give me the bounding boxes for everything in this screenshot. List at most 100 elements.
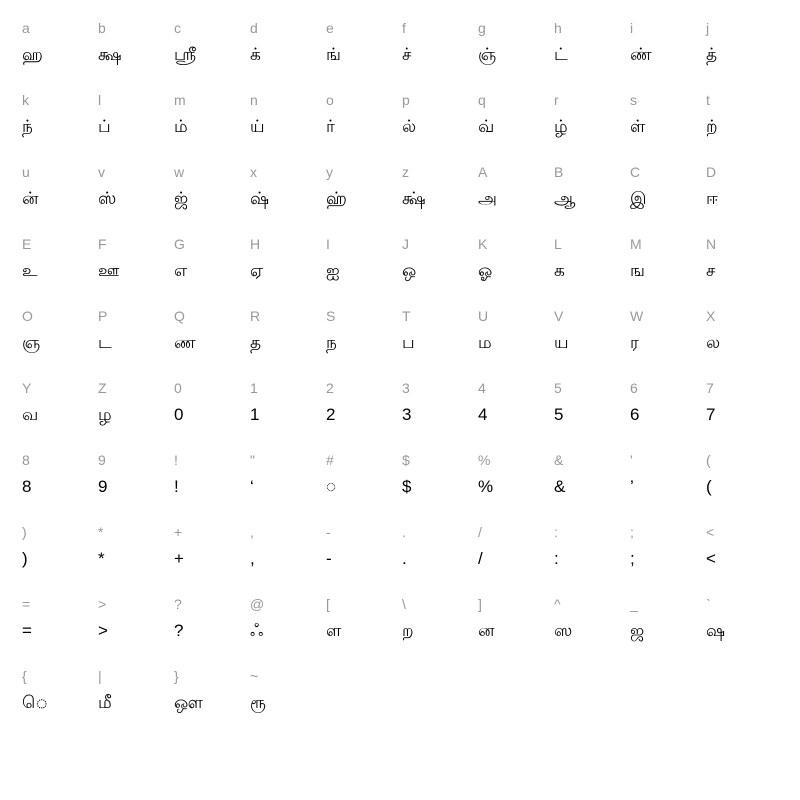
- glyph-label: ல: [706, 333, 720, 353]
- glyph-cell: @ஃ: [248, 596, 324, 656]
- glyph-label: ஃ: [250, 621, 263, 641]
- glyph-cell: Vய: [552, 308, 628, 368]
- glyph-label: எ: [174, 261, 187, 281]
- key-label: 2: [326, 380, 334, 397]
- glyph-label: ஸ: [554, 621, 572, 641]
- glyph-label: +: [174, 549, 184, 569]
- glyph-cell: kந்: [20, 92, 96, 152]
- key-label: e: [326, 20, 334, 37]
- glyph-cell: Eஉ: [20, 236, 96, 296]
- glyph-label: .: [402, 549, 407, 569]
- glyph-cell: Xல: [704, 308, 780, 368]
- glyph-label: ந: [326, 333, 337, 353]
- glyph-cell: mம்: [172, 92, 248, 152]
- glyph-label: க்ஷ்: [402, 189, 426, 209]
- key-label: O: [22, 308, 33, 325]
- glyph-label: ங்: [326, 45, 341, 65]
- key-label: !: [174, 452, 178, 469]
- glyph-cell: **: [96, 524, 172, 584]
- glyph-cell: e ங்: [324, 20, 400, 80]
- glyph-cell: [ள: [324, 596, 400, 656]
- glyph-label: ம: [478, 333, 492, 353]
- key-label: &: [554, 452, 563, 469]
- glyph-cell: ;;: [628, 524, 704, 584]
- key-label: F: [98, 236, 107, 253]
- glyph-label: ): [22, 549, 28, 569]
- glyph-label: -: [326, 549, 332, 569]
- glyph-cell: '’: [628, 452, 704, 512]
- key-label: p: [402, 92, 410, 109]
- key-label: M: [630, 236, 642, 253]
- glyph-cell: Bஆ: [552, 164, 628, 224]
- key-label: ]: [478, 596, 482, 613]
- glyph-cell: 22: [324, 380, 400, 440]
- glyph-label: ஊ: [98, 261, 119, 281]
- glyph-label: த்: [706, 45, 717, 65]
- key-label: I: [326, 236, 330, 253]
- glyph-label: 7: [706, 405, 715, 425]
- key-label: E: [22, 236, 31, 253]
- glyph-cell: Kஓ: [476, 236, 552, 296]
- glyph-cell: Hஏ: [248, 236, 324, 296]
- glyph-label: த: [250, 333, 261, 353]
- glyph-cell: gஞ்: [476, 20, 552, 80]
- key-label: N: [706, 236, 716, 253]
- glyph-cell: Dஈ: [704, 164, 780, 224]
- key-label: g: [478, 20, 486, 37]
- key-label: a: [22, 20, 30, 37]
- glyph-cell: Oஞ: [20, 308, 96, 368]
- glyph-cell: )): [20, 524, 96, 584]
- glyph-label: ஸ்: [98, 189, 116, 209]
- glyph-cell: 11: [248, 380, 324, 440]
- glyph-label: ள: [326, 621, 341, 641]
- key-label: 0: [174, 380, 182, 397]
- key-label: r: [554, 92, 559, 109]
- key-label: 1: [250, 380, 258, 397]
- key-label: t: [706, 92, 710, 109]
- key-label: f: [402, 20, 406, 37]
- glyph-cell: \ற: [400, 596, 476, 656]
- glyph-cell: Gஎ: [172, 236, 248, 296]
- glyph-label: க்: [250, 45, 261, 65]
- key-label: ": [250, 452, 255, 469]
- glyph-label: ப: [402, 333, 415, 353]
- key-label: j: [706, 20, 709, 37]
- glyph-cell: yஹ்: [324, 164, 400, 224]
- glyph-cell: ::: [552, 524, 628, 584]
- glyph-cell: lப்: [96, 92, 172, 152]
- glyph-label: ஏ: [250, 261, 263, 281]
- glyph-cell: Qண: [172, 308, 248, 368]
- key-label: P: [98, 308, 107, 325]
- glyph-label: 2: [326, 405, 335, 425]
- key-label: W: [630, 308, 643, 325]
- glyph-cell: 77: [704, 380, 780, 440]
- key-label: 7: [706, 380, 714, 397]
- key-label: |: [98, 668, 102, 685]
- glyph-label: :: [554, 549, 559, 569]
- glyph-cell: qவ்: [476, 92, 552, 152]
- glyph-cell: }ஔ: [172, 668, 248, 728]
- glyph-cell: aஹ: [20, 20, 96, 80]
- glyph-label: ட்: [554, 45, 568, 65]
- glyph-cell: oர்: [324, 92, 400, 152]
- glyph-cell: "‘: [248, 452, 324, 512]
- glyph-label: ண: [174, 333, 196, 353]
- glyph-cell: Rத: [248, 308, 324, 368]
- glyph-cell: zக்ஷ்: [400, 164, 476, 224]
- glyph-label: ல்: [402, 117, 416, 137]
- glyph-cell: 44: [476, 380, 552, 440]
- key-label: %: [478, 452, 490, 469]
- glyph-label: %: [478, 477, 493, 497]
- glyph-label: $: [402, 477, 411, 497]
- glyph-cell: cஸ்ரீ: [172, 20, 248, 80]
- key-label: `: [706, 596, 711, 613]
- glyph-cell: ==: [20, 596, 96, 656]
- glyph-label: 4: [478, 405, 487, 425]
- key-label: B: [554, 164, 563, 181]
- key-label: (: [706, 452, 711, 469]
- glyph-label: ர: [630, 333, 639, 353]
- key-label: =: [22, 596, 30, 613]
- glyph-cell: sள்: [628, 92, 704, 152]
- key-label: ?: [174, 596, 182, 613]
- key-label: ': [630, 452, 633, 469]
